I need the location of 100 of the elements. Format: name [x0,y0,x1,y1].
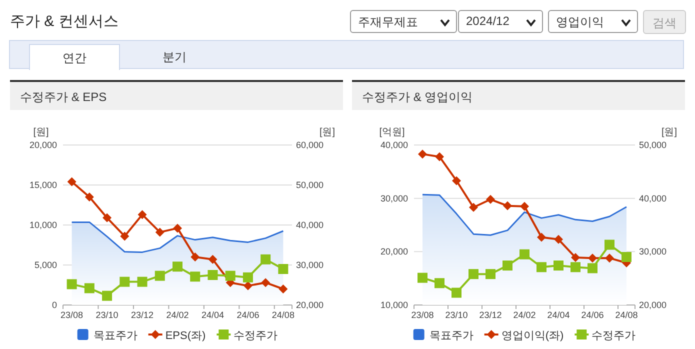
point [434,278,444,288]
point [102,213,112,222]
y-tick-label: 20,000 [29,140,57,150]
legend-label: EPS(좌) [165,330,206,342]
point [120,232,130,241]
point [452,288,462,298]
point [486,194,495,204]
point [418,150,427,159]
y2-tick-label: 20,000 [296,300,324,310]
point [172,262,182,272]
y2-tick-label: 60,000 [296,140,324,150]
point [155,228,164,237]
point [520,202,529,211]
point [173,224,182,233]
y-tick-label: 30,000 [380,193,408,204]
point [605,254,614,263]
point [242,272,253,282]
point [502,260,512,271]
y-axis-title: [원] [33,127,49,138]
point [138,210,147,220]
point [243,281,252,290]
point [208,270,218,280]
point [137,276,148,287]
point [120,276,130,287]
point [435,152,444,162]
point [554,260,564,271]
text: 2024/12 [458,10,543,33]
y-axis-title: [억원] [379,127,405,138]
x-tick-label: 23/12 [131,310,154,320]
y2-tick-label: 40,000 [296,220,324,230]
point [554,234,563,244]
point [67,177,76,186]
y-tick-label: 15,000 [29,180,57,190]
x-tick-label: 23/12 [479,310,502,320]
y-tick-label: 40,000 [380,140,408,150]
y-tick-label: 5,000 [34,260,57,270]
point [604,240,614,250]
y2-tick-label: 20,000 [639,300,667,310]
text: 주가 & 컨센서스 [10,12,118,31]
chart-title: 수정주가 & EPS [20,89,107,106]
point [278,284,288,294]
point [190,272,200,282]
point [84,192,94,202]
legend-label: 목표주가 [429,330,474,342]
x-tick-label: 24/06 [581,310,604,320]
text: 연간 [29,44,120,70]
point [190,252,200,262]
y2-axis-title: [원] [319,127,336,138]
point [570,262,580,272]
y2-tick-label: 50,000 [296,180,324,190]
point [260,254,271,264]
point [588,263,598,274]
legend-label: 수정주가 [234,330,278,342]
legend-label: 목표주가 [93,330,138,342]
chart-title: 수정주가 & 영업이익 [362,89,473,106]
point [66,279,77,290]
x-tick-label: 23/08 [411,310,434,320]
point [503,201,512,210]
point [84,283,94,294]
point [225,270,236,281]
point [261,278,270,288]
x-tick-label: 24/04 [201,310,224,320]
point [588,254,597,263]
legend-label: 수정주가 [592,330,636,342]
point [452,176,461,186]
x-tick-label: 24/08 [272,310,294,320]
y-tick-label: 20,000 [380,246,408,257]
y-tick-label: 10,000 [380,300,408,310]
point [520,249,530,260]
point [468,269,478,280]
text: 분기 [162,49,188,66]
x-tick-label: 24/04 [547,310,570,320]
point [208,254,218,264]
point [469,202,478,212]
text: 검색 [643,10,686,34]
point [571,253,580,262]
y2-tick-label: 30,000 [639,246,667,257]
point [154,270,165,281]
point [536,262,546,272]
point [278,264,288,274]
y2-tick-label: 50,000 [639,140,667,150]
point [486,269,496,280]
x-tick-label: 23/10 [445,310,468,320]
y2-axis-title: [원] [661,127,678,138]
x-tick-label: 24/06 [236,310,260,320]
x-tick-label: 23/10 [96,310,118,320]
point [102,290,112,301]
point [418,272,428,283]
text: 영업이익 [548,10,638,33]
legend-label: 영업이익(좌) [501,330,564,342]
x-tick-label: 23/08 [60,310,84,320]
point [537,232,546,242]
point [622,252,632,262]
x-tick-label: 24/02 [166,310,189,320]
x-tick-label: 24/02 [513,310,536,320]
y-tick-label: 10,000 [29,220,57,230]
y2-tick-label: 40,000 [639,193,667,204]
text: 주재무제표 [350,10,457,33]
y2-tick-label: 30,000 [296,260,324,270]
y-tick-label: 0 [52,300,57,310]
